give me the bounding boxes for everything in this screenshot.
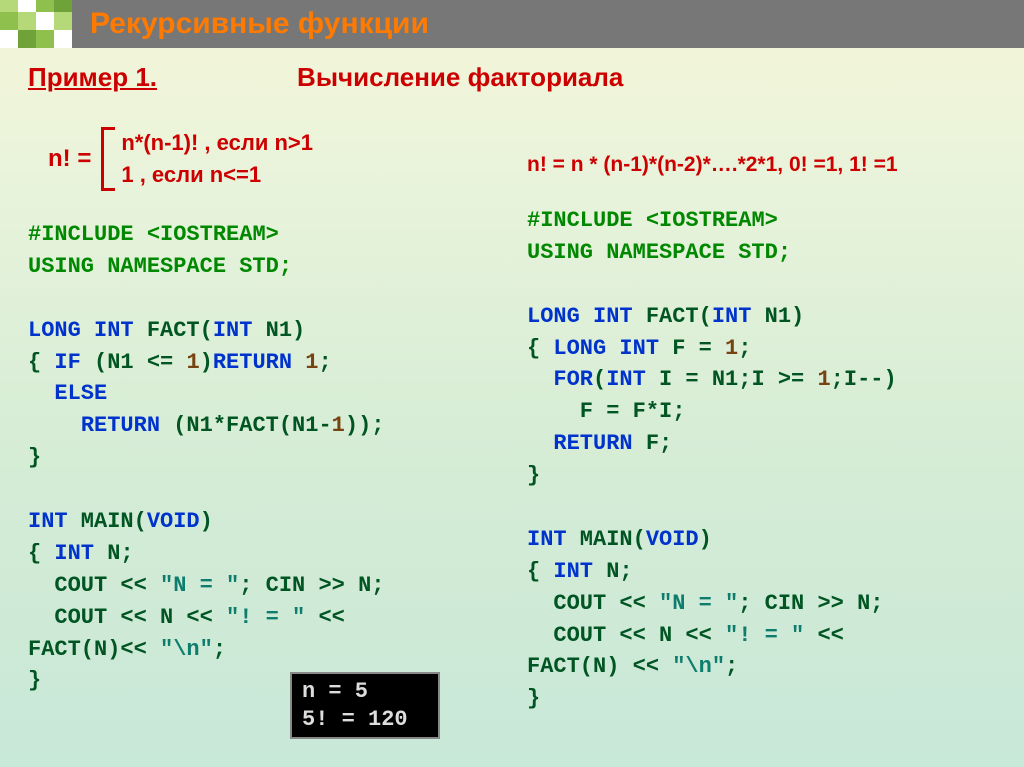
left-column: n! = n*(n-1)! , если n>1 1 , если n<=1 #… bbox=[28, 117, 497, 715]
recursive-formula: n! = n*(n-1)! , если n>1 1 , если n<=1 bbox=[48, 127, 497, 191]
calc-title: Вычисление факториала bbox=[297, 62, 623, 93]
iterative-formula: n! = n * (n-1)*(n-2)*….*2*1, 0! =1, 1! =… bbox=[527, 153, 996, 177]
example-label: Пример 1. bbox=[28, 62, 157, 93]
terminal-line: n = 5 bbox=[302, 678, 408, 706]
formula-case1: n*(n-1)! , если n>1 bbox=[121, 127, 313, 159]
right-column: n! = n * (n-1)*(n-2)*….*2*1, 0! =1, 1! =… bbox=[527, 117, 996, 715]
slide-content: Пример 1. Вычисление факториала n! = n*(… bbox=[0, 48, 1024, 729]
formula-case2: 1 , если n<=1 bbox=[121, 159, 313, 191]
bracket-icon bbox=[101, 127, 115, 191]
terminal-line: 5! = 120 bbox=[302, 706, 408, 734]
terminal-output: n = 5 5! = 120 bbox=[290, 672, 440, 739]
slide-header: Рекурсивные функции bbox=[0, 0, 1024, 48]
page-title: Рекурсивные функции bbox=[90, 7, 429, 41]
code-iterative: #INCLUDE <IOSTREAM> USING NAMESPACE STD;… bbox=[527, 205, 996, 715]
decorative-squares bbox=[0, 0, 80, 48]
code-recursive: #INCLUDE <IOSTREAM> USING NAMESPACE STD;… bbox=[28, 219, 497, 697]
